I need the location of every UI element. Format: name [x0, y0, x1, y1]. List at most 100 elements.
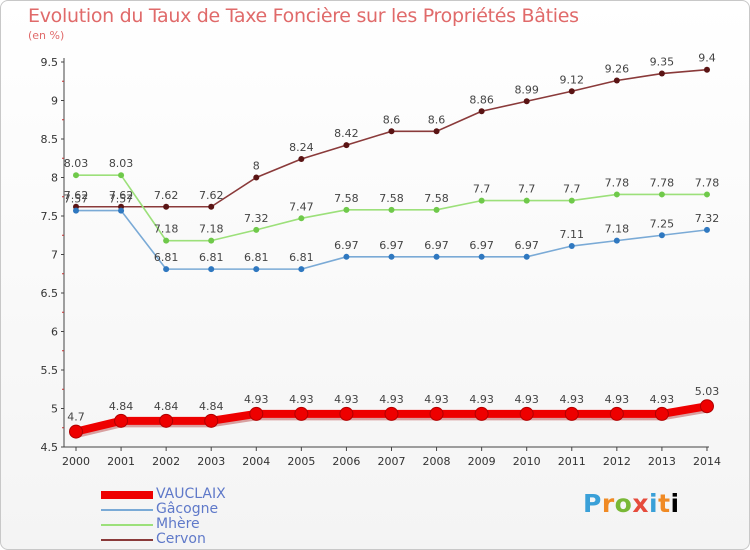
data-point — [114, 413, 129, 428]
data-point — [69, 424, 83, 439]
legend-label: Gâcogne — [156, 501, 219, 517]
data-label: 7.62 — [64, 189, 89, 202]
data-label: 7.57 — [64, 193, 89, 206]
data-label: 4.93 — [650, 393, 675, 406]
data-point — [523, 253, 530, 260]
data-point — [298, 215, 305, 222]
data-point — [654, 406, 669, 421]
data-label: 6.97 — [424, 239, 449, 252]
data-label: 7.78 — [695, 176, 720, 189]
data-point — [118, 207, 125, 214]
data-point — [339, 406, 354, 421]
data-label: 7.7 — [473, 183, 491, 196]
data-point — [568, 197, 575, 204]
data-label: 7.7 — [518, 183, 536, 196]
data-label: 6.97 — [334, 239, 359, 252]
data-point — [343, 253, 350, 260]
x-tick-label: 2013 — [648, 455, 676, 468]
data-label: 4.84 — [154, 400, 179, 413]
legend-swatch — [101, 491, 153, 499]
legend-label: Cervon — [156, 531, 206, 547]
data-label: 7.58 — [334, 192, 359, 205]
data-label: 9.35 — [650, 56, 675, 69]
data-label: 4.7 — [67, 411, 85, 424]
proxiti-logo: Proxiti — [583, 489, 680, 518]
data-point — [429, 406, 444, 421]
data-point — [433, 206, 440, 213]
y-tick-label: 7 — [51, 249, 58, 262]
data-point — [388, 206, 395, 213]
x-tick-label: 2003 — [197, 455, 225, 468]
data-label: 7.32 — [244, 212, 269, 225]
data-point — [478, 253, 485, 260]
x-tick-label: 2014 — [693, 455, 721, 468]
data-point — [208, 266, 215, 273]
legend-swatch — [101, 509, 153, 511]
data-label: 4.93 — [289, 393, 314, 406]
x-tick-label: 2005 — [287, 455, 315, 468]
data-label: 8.03 — [64, 157, 89, 170]
data-point — [474, 406, 489, 421]
data-label: 4.93 — [514, 393, 539, 406]
x-tick-label: 2006 — [332, 455, 360, 468]
data-label: 7.57 — [109, 193, 134, 206]
y-tick-label: 9.5 — [41, 56, 59, 69]
data-point — [699, 399, 714, 414]
chart-title: Evolution du Taux de Taxe Foncière sur l… — [28, 5, 579, 27]
y-tick-label: 4.5 — [41, 441, 59, 454]
data-point — [703, 226, 710, 233]
legend-label: VAUCLAIX — [156, 486, 226, 502]
y-tick-label: 8 — [51, 172, 58, 185]
data-point — [478, 197, 485, 204]
data-point — [163, 237, 170, 244]
data-label: 7.58 — [424, 192, 449, 205]
data-point — [658, 70, 665, 77]
data-label: 8.03 — [109, 157, 134, 170]
data-label: 7.25 — [650, 217, 675, 230]
data-point — [433, 253, 440, 260]
data-label: 9.12 — [560, 73, 585, 86]
data-point — [658, 232, 665, 239]
data-point — [613, 237, 620, 244]
data-point — [343, 206, 350, 213]
data-label: 4.93 — [560, 393, 585, 406]
data-point — [253, 174, 260, 181]
data-point — [388, 253, 395, 260]
data-point — [204, 413, 219, 428]
data-point — [298, 266, 305, 273]
data-point — [73, 172, 79, 179]
data-point — [523, 197, 530, 204]
data-label: 7.62 — [154, 189, 179, 202]
data-label: 7.18 — [199, 223, 224, 236]
x-tick-label: 2011 — [558, 455, 586, 468]
data-point — [294, 406, 309, 421]
x-tick-label: 2007 — [377, 455, 405, 468]
data-point — [519, 406, 534, 421]
data-label: 7.62 — [109, 189, 134, 202]
data-point — [703, 191, 710, 198]
data-label: 4.93 — [244, 393, 269, 406]
data-point — [118, 172, 125, 179]
data-point — [568, 88, 575, 95]
data-label: 5.03 — [695, 385, 720, 398]
data-label: 6.81 — [199, 251, 224, 264]
data-point — [433, 128, 440, 135]
data-point — [249, 406, 264, 421]
x-tick-label: 2004 — [242, 455, 270, 468]
data-label: 8.6 — [428, 113, 446, 126]
data-label: 6.97 — [514, 239, 539, 252]
data-point — [478, 108, 485, 115]
data-point — [253, 226, 260, 233]
data-label: 8.86 — [469, 93, 494, 106]
x-tick-label: 2002 — [152, 455, 180, 468]
x-tick-label: 2001 — [107, 455, 135, 468]
data-label: 4.93 — [379, 393, 404, 406]
data-label: 7.47 — [289, 200, 314, 213]
data-label: 4.93 — [334, 393, 359, 406]
data-label: 9.4 — [698, 52, 716, 65]
data-point — [343, 142, 350, 149]
data-point — [253, 266, 260, 273]
x-tick-label: 2000 — [62, 455, 90, 468]
